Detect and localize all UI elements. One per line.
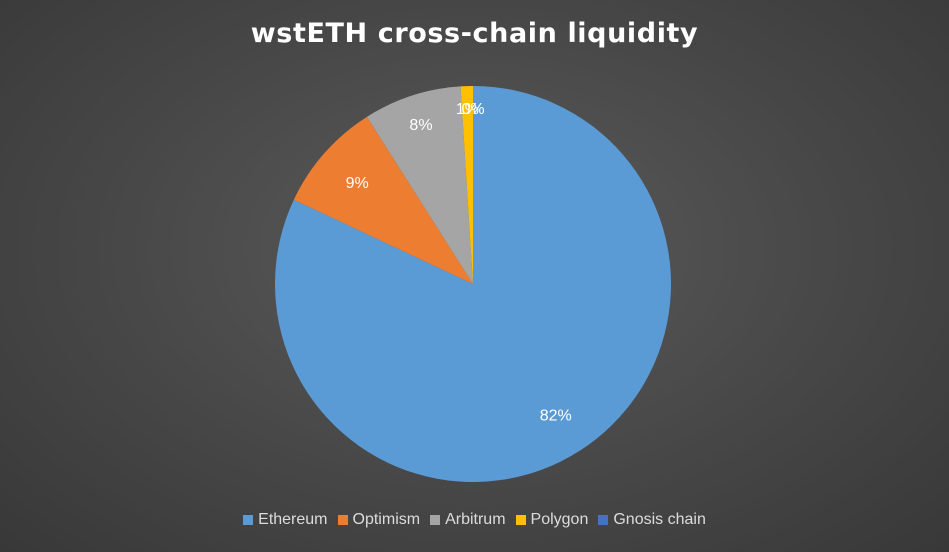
legend-item-optimism: Optimism (337, 511, 421, 529)
pie-slices (275, 86, 671, 483)
data-label-ethereum: 82% (540, 407, 572, 424)
data-label-optimism: 9% (346, 175, 369, 192)
data-label-gnosis-chain: 0% (461, 101, 484, 118)
data-label-arbitrum: 8% (409, 117, 432, 134)
legend-swatch-ethereum (243, 515, 254, 525)
pie-slice-optimism (293, 116, 473, 284)
chart-legend: Ethereum Optimism Arbitrum Polygon Gnosis ch… (0, 511, 949, 529)
legend-label-arbitrum: Arbitrum (445, 511, 506, 528)
chart-title: wstETH cross-chain liquidity (250, 18, 699, 49)
legend-item-arbitrum: Arbitrum (430, 511, 506, 529)
pie-data-labels: 82% 9% 8% 1%0% (346, 101, 572, 425)
legend-item-polygon: Polygon (515, 511, 589, 529)
legend-item-gnosis-chain: Gnosis chain (598, 511, 706, 529)
pie-slice-polygon (460, 86, 473, 284)
legend-item-ethereum: Ethereum (243, 511, 328, 529)
legend-swatch-optimism (337, 515, 348, 525)
legend-swatch-arbitrum (430, 515, 441, 525)
legend-label-gnosis-chain: Gnosis chain (613, 511, 706, 528)
legend-swatch-gnosis-chain (598, 515, 609, 525)
legend-label-optimism: Optimism (352, 511, 421, 528)
legend-label-polygon: Polygon (530, 511, 589, 528)
legend-swatch-polygon (515, 515, 526, 525)
pie-slice-arbitrum (366, 86, 473, 284)
data-label-polygon: 1% (456, 101, 479, 118)
legend-label-ethereum: Ethereum (258, 511, 328, 528)
